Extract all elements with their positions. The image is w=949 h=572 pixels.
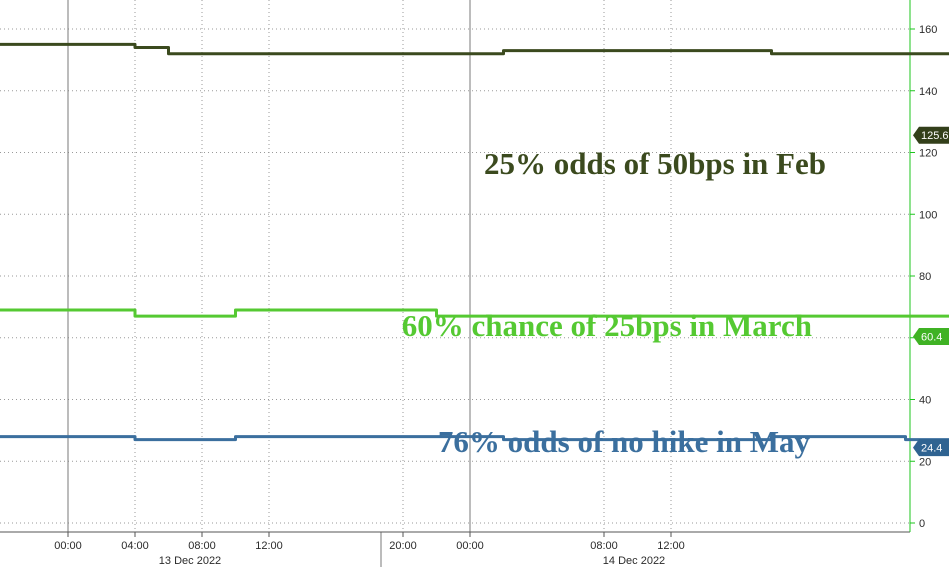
x-tick-label: 00:00 xyxy=(54,540,82,552)
x-tick-label: 20:00 xyxy=(389,540,417,552)
x-tick-label: 00:00 xyxy=(456,540,484,552)
last-value-badge-march: 60.4 xyxy=(913,328,949,346)
y-tick-label: 80 xyxy=(919,271,931,283)
series-may-no-hike xyxy=(0,435,949,442)
y-tick-label: 120 xyxy=(919,148,937,160)
y-tick-label: 100 xyxy=(919,209,937,221)
grid xyxy=(0,0,910,532)
x-tick-label: 08:00 xyxy=(188,540,216,552)
badge-shape xyxy=(913,328,949,346)
x-tick-label: 12:00 xyxy=(657,540,685,552)
date-label: 13 Dec 2022 xyxy=(159,555,221,567)
annotation-may: 76% odds of no hike in May xyxy=(438,424,811,459)
series-feb-50bps xyxy=(0,42,949,56)
y-tick-label: 140 xyxy=(919,86,937,98)
x-tick-label: 12:00 xyxy=(255,540,283,552)
annotations: 25% odds of 50bps in Feb 60% chance of 25… xyxy=(402,146,826,459)
y-tick-label: 40 xyxy=(919,395,931,407)
y-tick-label: 160 xyxy=(919,24,937,36)
annotation-march: 60% chance of 25bps in March xyxy=(402,308,812,343)
badge-shape xyxy=(913,126,949,144)
series-group xyxy=(0,42,949,442)
y-tick-label: 0 xyxy=(919,518,925,530)
axes: 02040608010012014016000:0004:0008:0012:0… xyxy=(0,0,937,567)
x-tick-label: 04:00 xyxy=(121,540,149,552)
date-label: 14 Dec 2022 xyxy=(603,555,665,567)
value-badges: 125.6 60.4 24.4 xyxy=(913,126,949,457)
y-tick-label: 20 xyxy=(919,456,931,468)
x-tick-label: 08:00 xyxy=(590,540,618,552)
annotation-feb: 25% odds of 50bps in Feb xyxy=(484,146,826,181)
badge-text: 60.4 xyxy=(921,332,942,344)
last-value-badge-may: 24.4 xyxy=(913,439,949,457)
badge-shape xyxy=(913,439,949,457)
badge-text: 24.4 xyxy=(921,443,942,455)
last-value-badge-feb: 125.6 xyxy=(913,126,949,144)
badge-text: 125.6 xyxy=(921,130,949,142)
